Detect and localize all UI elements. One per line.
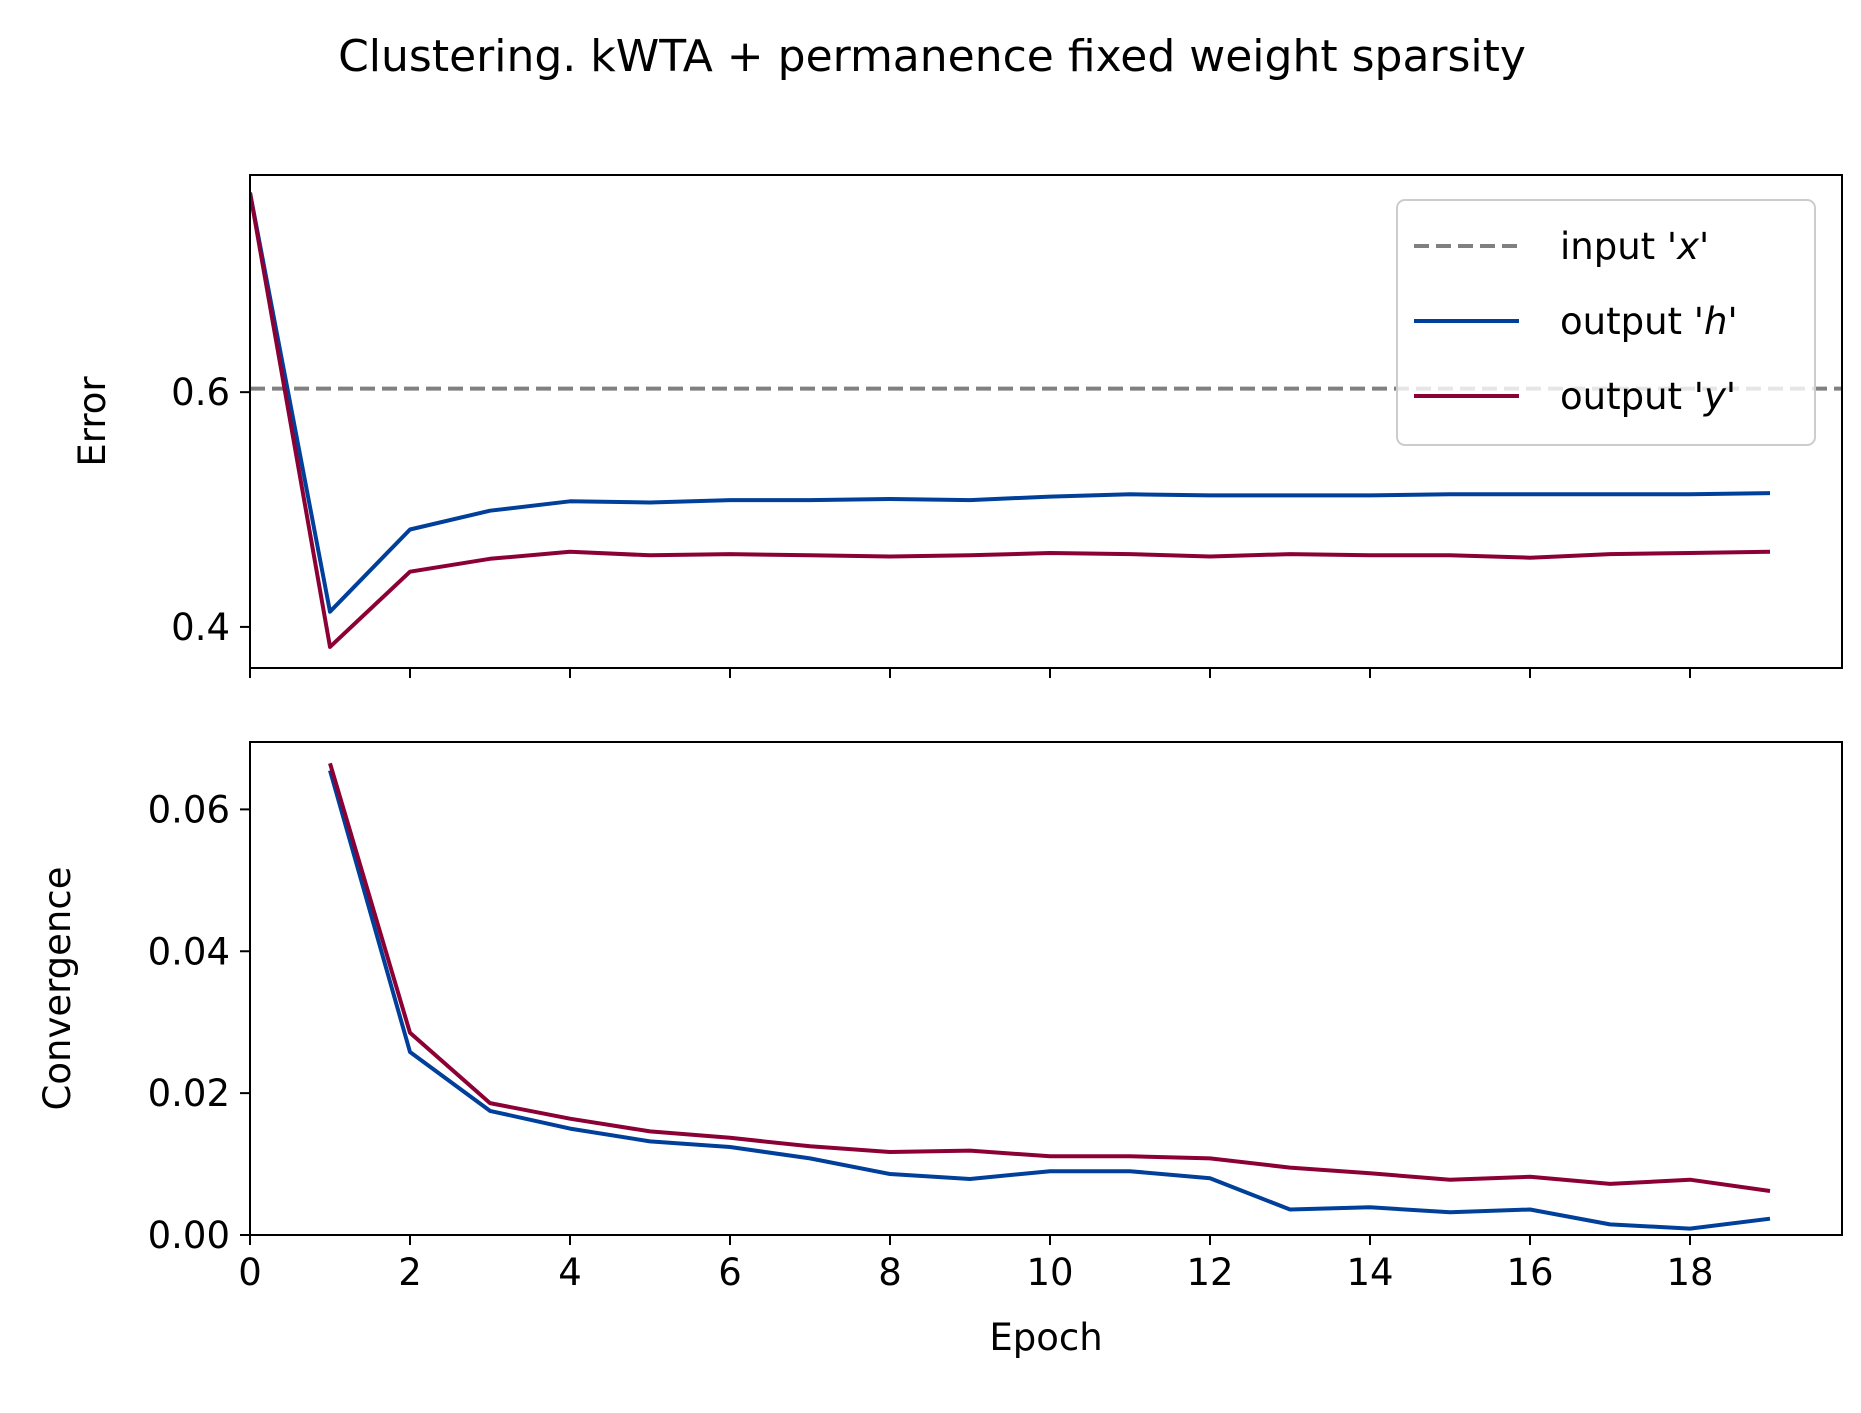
legend-label-suffix: ': [1726, 375, 1736, 418]
legend-label-var: x: [1676, 225, 1700, 268]
convergence-xtick-label: 16: [1506, 1251, 1553, 1294]
convergence-xtick-label: 0: [238, 1251, 262, 1294]
legend-label-prefix: output ': [1560, 300, 1704, 343]
legend-label-output-y: output 'y': [1560, 375, 1736, 418]
series-output-h-line: [250, 192, 1771, 614]
error-ytick-label: 0.4: [171, 606, 230, 649]
legend-label-suffix: ': [1727, 300, 1737, 343]
convergence-xtick-label: 2: [398, 1251, 422, 1294]
convergence-ytick-label: 0.04: [148, 930, 230, 973]
convergence-plot-area: [328, 762, 1771, 1231]
legend-label-suffix: ': [1699, 225, 1709, 268]
convergence-xtick-label: 14: [1346, 1251, 1393, 1294]
convergence-axes-frame: [249, 741, 1843, 1236]
error-ytick-label: 0.6: [171, 371, 230, 414]
convergence-xlabel: Epoch: [989, 1316, 1102, 1359]
convergence-ytick-label: 0.06: [148, 788, 230, 831]
series-output-h-line: [328, 769, 1771, 1231]
error-ylabel: Error: [71, 376, 114, 467]
convergence-ytick-label: 0.02: [148, 1072, 230, 1115]
convergence-panel: 0.00 0.02 0.04 0.06 0 2 4 6 8 10 12 14 16 18 Convergen…: [36, 741, 1843, 1359]
series-output-y-line: [328, 762, 1771, 1193]
legend: input 'x'output 'h'output 'y': [1396, 199, 1816, 446]
legend-label-var: h: [1704, 300, 1727, 343]
legend-box: [1396, 199, 1816, 446]
legend-label-prefix: output ': [1560, 375, 1704, 418]
convergence-xtick-label: 18: [1666, 1251, 1713, 1294]
convergence-ylabel: Convergence: [36, 867, 79, 1111]
error-axes-frame: [249, 174, 1843, 669]
chart-title: Clustering. kWTA + permanence fixed weig…: [338, 31, 1526, 82]
convergence-ytick-label: 0.00: [148, 1214, 230, 1257]
legend-label-input-x: input 'x': [1560, 225, 1709, 268]
legend-label-var: y: [1703, 375, 1727, 418]
convergence-xtick-label: 6: [718, 1251, 742, 1294]
convergence-xtick-label: 10: [1026, 1251, 1073, 1294]
legend-label-output-h: output 'h': [1560, 300, 1738, 343]
convergence-xtick-label: 8: [878, 1251, 902, 1294]
legend-label-prefix: input ': [1560, 225, 1677, 268]
convergence-xtick-label: 12: [1186, 1251, 1233, 1294]
convergence-xtick-label: 4: [558, 1251, 582, 1294]
series-output-y-line: [250, 192, 1771, 649]
